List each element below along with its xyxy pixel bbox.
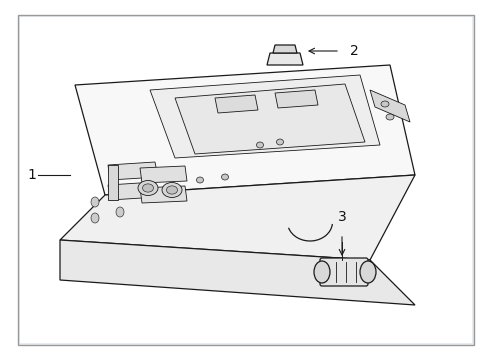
Ellipse shape — [138, 180, 158, 195]
Ellipse shape — [162, 183, 182, 198]
Ellipse shape — [221, 174, 228, 180]
Polygon shape — [60, 240, 415, 305]
Text: 3: 3 — [338, 210, 346, 224]
Ellipse shape — [196, 177, 203, 183]
Polygon shape — [370, 90, 410, 122]
Ellipse shape — [381, 101, 389, 107]
Ellipse shape — [143, 184, 153, 192]
Polygon shape — [267, 53, 303, 65]
Polygon shape — [75, 65, 415, 195]
Text: 2: 2 — [350, 44, 359, 58]
Polygon shape — [215, 95, 258, 113]
Polygon shape — [273, 45, 297, 53]
Polygon shape — [60, 175, 415, 260]
Polygon shape — [140, 186, 187, 203]
FancyBboxPatch shape — [320, 258, 368, 286]
Ellipse shape — [314, 261, 330, 283]
Polygon shape — [108, 182, 158, 200]
Polygon shape — [108, 162, 158, 180]
Ellipse shape — [91, 213, 99, 223]
Ellipse shape — [386, 114, 394, 120]
Ellipse shape — [360, 261, 376, 283]
Polygon shape — [275, 90, 318, 108]
Polygon shape — [108, 165, 118, 200]
Polygon shape — [150, 75, 380, 158]
Ellipse shape — [167, 186, 177, 194]
Polygon shape — [140, 166, 187, 183]
Polygon shape — [175, 84, 365, 154]
Ellipse shape — [116, 207, 124, 217]
Ellipse shape — [91, 197, 99, 207]
Ellipse shape — [276, 139, 284, 145]
Text: 1: 1 — [27, 168, 36, 182]
Ellipse shape — [256, 142, 264, 148]
